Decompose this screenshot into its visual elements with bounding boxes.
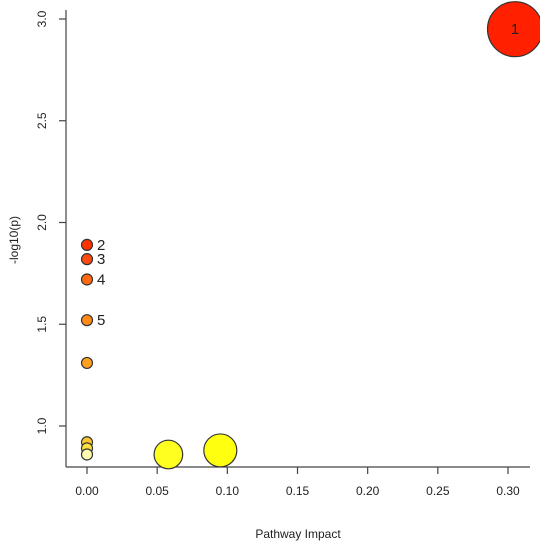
x-tick-label: 0.00 xyxy=(75,484,99,498)
point-label: 2 xyxy=(97,237,105,254)
y-tick-label: 3.0 xyxy=(35,10,49,27)
x-axis-ticks: 0.00 0.05 0.10 0.15 0.20 0.25 0.30 xyxy=(75,467,520,498)
x-tick-label: 0.30 xyxy=(496,484,520,498)
plot-box xyxy=(65,10,530,468)
y-tick-label: 1.5 xyxy=(35,316,49,333)
x-tick-label: 0.05 xyxy=(145,484,169,498)
data-point xyxy=(80,356,94,370)
data-point xyxy=(203,433,238,468)
y-tick-label: 2.5 xyxy=(35,112,49,129)
point-label: 3 xyxy=(97,251,105,268)
data-point xyxy=(80,273,94,286)
x-tick-label: 0.10 xyxy=(216,484,240,498)
data-points xyxy=(80,1,540,470)
x-tick-label: 0.20 xyxy=(356,484,380,498)
data-point xyxy=(80,253,94,266)
y-tick-label: 1.0 xyxy=(35,417,49,434)
point-label: 5 xyxy=(97,312,105,329)
x-axis-title: Pathway Impact xyxy=(255,527,341,541)
x-tick-label: 0.15 xyxy=(286,484,310,498)
data-point xyxy=(486,1,540,58)
data-point xyxy=(80,238,94,251)
y-tick-label: 2.0 xyxy=(35,214,49,231)
data-point xyxy=(80,314,94,327)
data-point xyxy=(80,448,94,461)
y-axis-ticks: 1.0 1.5 2.0 2.5 3.0 xyxy=(35,10,66,434)
point-label: 4 xyxy=(97,271,105,288)
y-axis-title: -log10(p) xyxy=(7,216,21,264)
x-tick-label: 0.25 xyxy=(426,484,450,498)
point-label: 1 xyxy=(511,21,519,38)
data-point xyxy=(153,439,184,470)
